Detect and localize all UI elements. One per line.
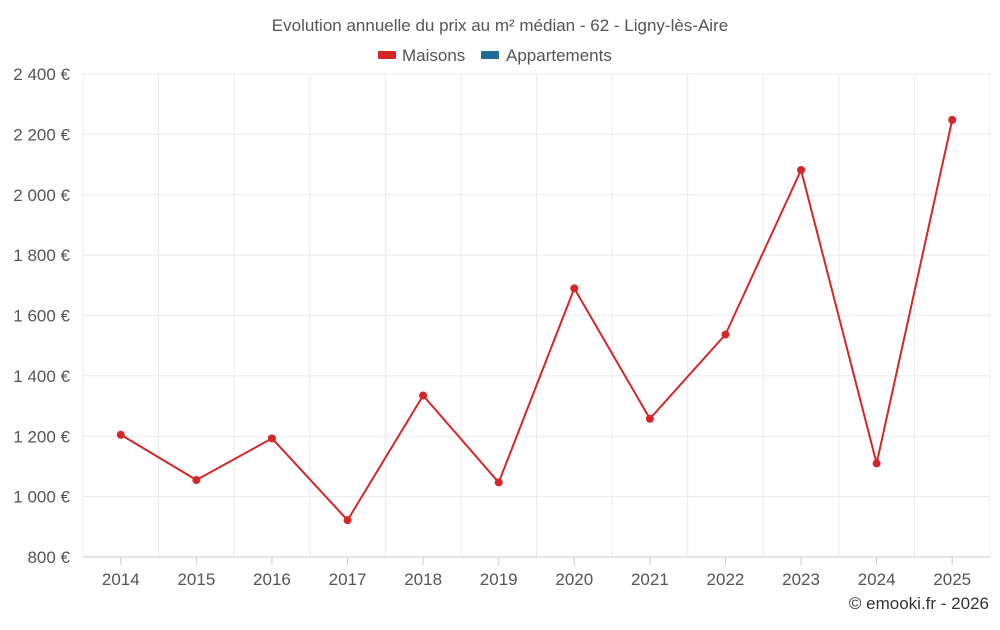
x-tick-label: 2015 [177,570,215,589]
legend-item-maisons[interactable]: Maisons [378,46,465,65]
data-point-maisons-2018[interactable] [419,391,428,400]
x-tick-label: 2019 [480,570,518,589]
legend-item-appartements[interactable]: Appartements [481,46,612,65]
data-point-maisons-2022[interactable] [721,330,730,339]
series-layer [116,115,957,525]
data-point-maisons-2017[interactable] [343,516,352,525]
data-point-maisons-2023[interactable] [797,165,806,174]
x-tick-label: 2017 [329,570,367,589]
x-tick-label: 2018 [404,570,442,589]
x-tick-label: 2025 [933,570,971,589]
x-tick-label: 2016 [253,570,291,589]
x-tick-label: 2024 [858,570,896,589]
y-tick-label: 800 € [27,548,70,567]
x-tick-label: 2014 [102,570,140,589]
data-point-maisons-2020[interactable] [570,284,579,293]
series-line-maisons [120,119,954,522]
axes: 800 € 1 000 € 1 200 € 1 400 € 1 600 € 1 800 €… [13,65,990,589]
y-tick-label: 2 200 € [13,125,70,144]
legend-label-maisons: Maisons [402,46,465,65]
y-tick-label: 1 600 € [13,307,70,326]
data-point-maisons-2021[interactable] [645,414,654,423]
grid [82,73,991,557]
x-tick-label: 2023 [782,570,820,589]
legend-label-appartements: Appartements [506,46,612,65]
x-tick-label: 2022 [707,570,745,589]
y-tick-label: 1 400 € [13,367,70,386]
legend: Maisons Appartements [378,46,612,65]
data-point-maisons-2016[interactable] [267,434,276,443]
legend-swatch-appartements [481,51,499,59]
legend-swatch-maisons [378,51,396,59]
data-point-maisons-2025[interactable] [948,115,957,124]
y-tick-label: 1 000 € [13,488,70,507]
y-tick-label: 2 000 € [13,186,70,205]
x-tick-label: 2020 [555,570,593,589]
data-point-maisons-2014[interactable] [116,430,125,439]
data-point-maisons-2024[interactable] [872,459,881,468]
data-point-maisons-2015[interactable] [192,476,201,485]
y-tick-label: 1 200 € [13,427,70,446]
credit-text: © emooki.fr - 2026 [849,594,989,613]
x-tick-label: 2021 [631,570,669,589]
y-tick-label: 2 400 € [13,65,70,84]
chart-title: Evolution annuelle du prix au m² médian … [272,16,728,35]
data-point-maisons-2019[interactable] [494,478,503,487]
y-tick-label: 1 800 € [13,246,70,265]
